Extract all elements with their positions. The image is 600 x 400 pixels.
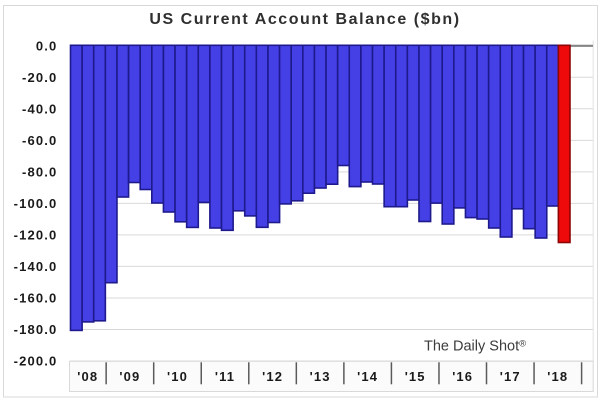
svg-text:-80.0: -80.0 xyxy=(22,165,57,180)
svg-text:'18: '18 xyxy=(547,369,568,384)
svg-text:'11: '11 xyxy=(215,369,235,384)
svg-text:-40.0: -40.0 xyxy=(22,101,57,116)
svg-text:-100.0: -100.0 xyxy=(14,196,58,211)
svg-text:-140.0: -140.0 xyxy=(14,259,58,274)
svg-text:'08: '08 xyxy=(77,369,98,384)
svg-text:'12: '12 xyxy=(262,369,283,384)
svg-text:-120.0: -120.0 xyxy=(14,228,58,243)
svg-text:-20.0: -20.0 xyxy=(22,70,57,85)
svg-text:-60.0: -60.0 xyxy=(22,133,57,148)
svg-text:'13: '13 xyxy=(310,369,331,384)
svg-text:-160.0: -160.0 xyxy=(14,291,58,306)
svg-text:US Current Account Balance ($b: US Current Account Balance ($bn) xyxy=(149,11,460,28)
svg-text:'10: '10 xyxy=(167,369,188,384)
svg-text:'14: '14 xyxy=(357,369,378,384)
svg-text:-200.0: -200.0 xyxy=(14,354,58,369)
svg-text:'09: '09 xyxy=(119,369,140,384)
svg-text:-180.0: -180.0 xyxy=(14,322,58,337)
svg-text:'16: '16 xyxy=(452,369,473,384)
svg-text:0.0: 0.0 xyxy=(36,38,58,53)
svg-text:The Daily Shot®: The Daily Shot® xyxy=(424,339,526,355)
svg-text:'15: '15 xyxy=(405,369,426,384)
svg-text:'17: '17 xyxy=(500,369,521,384)
